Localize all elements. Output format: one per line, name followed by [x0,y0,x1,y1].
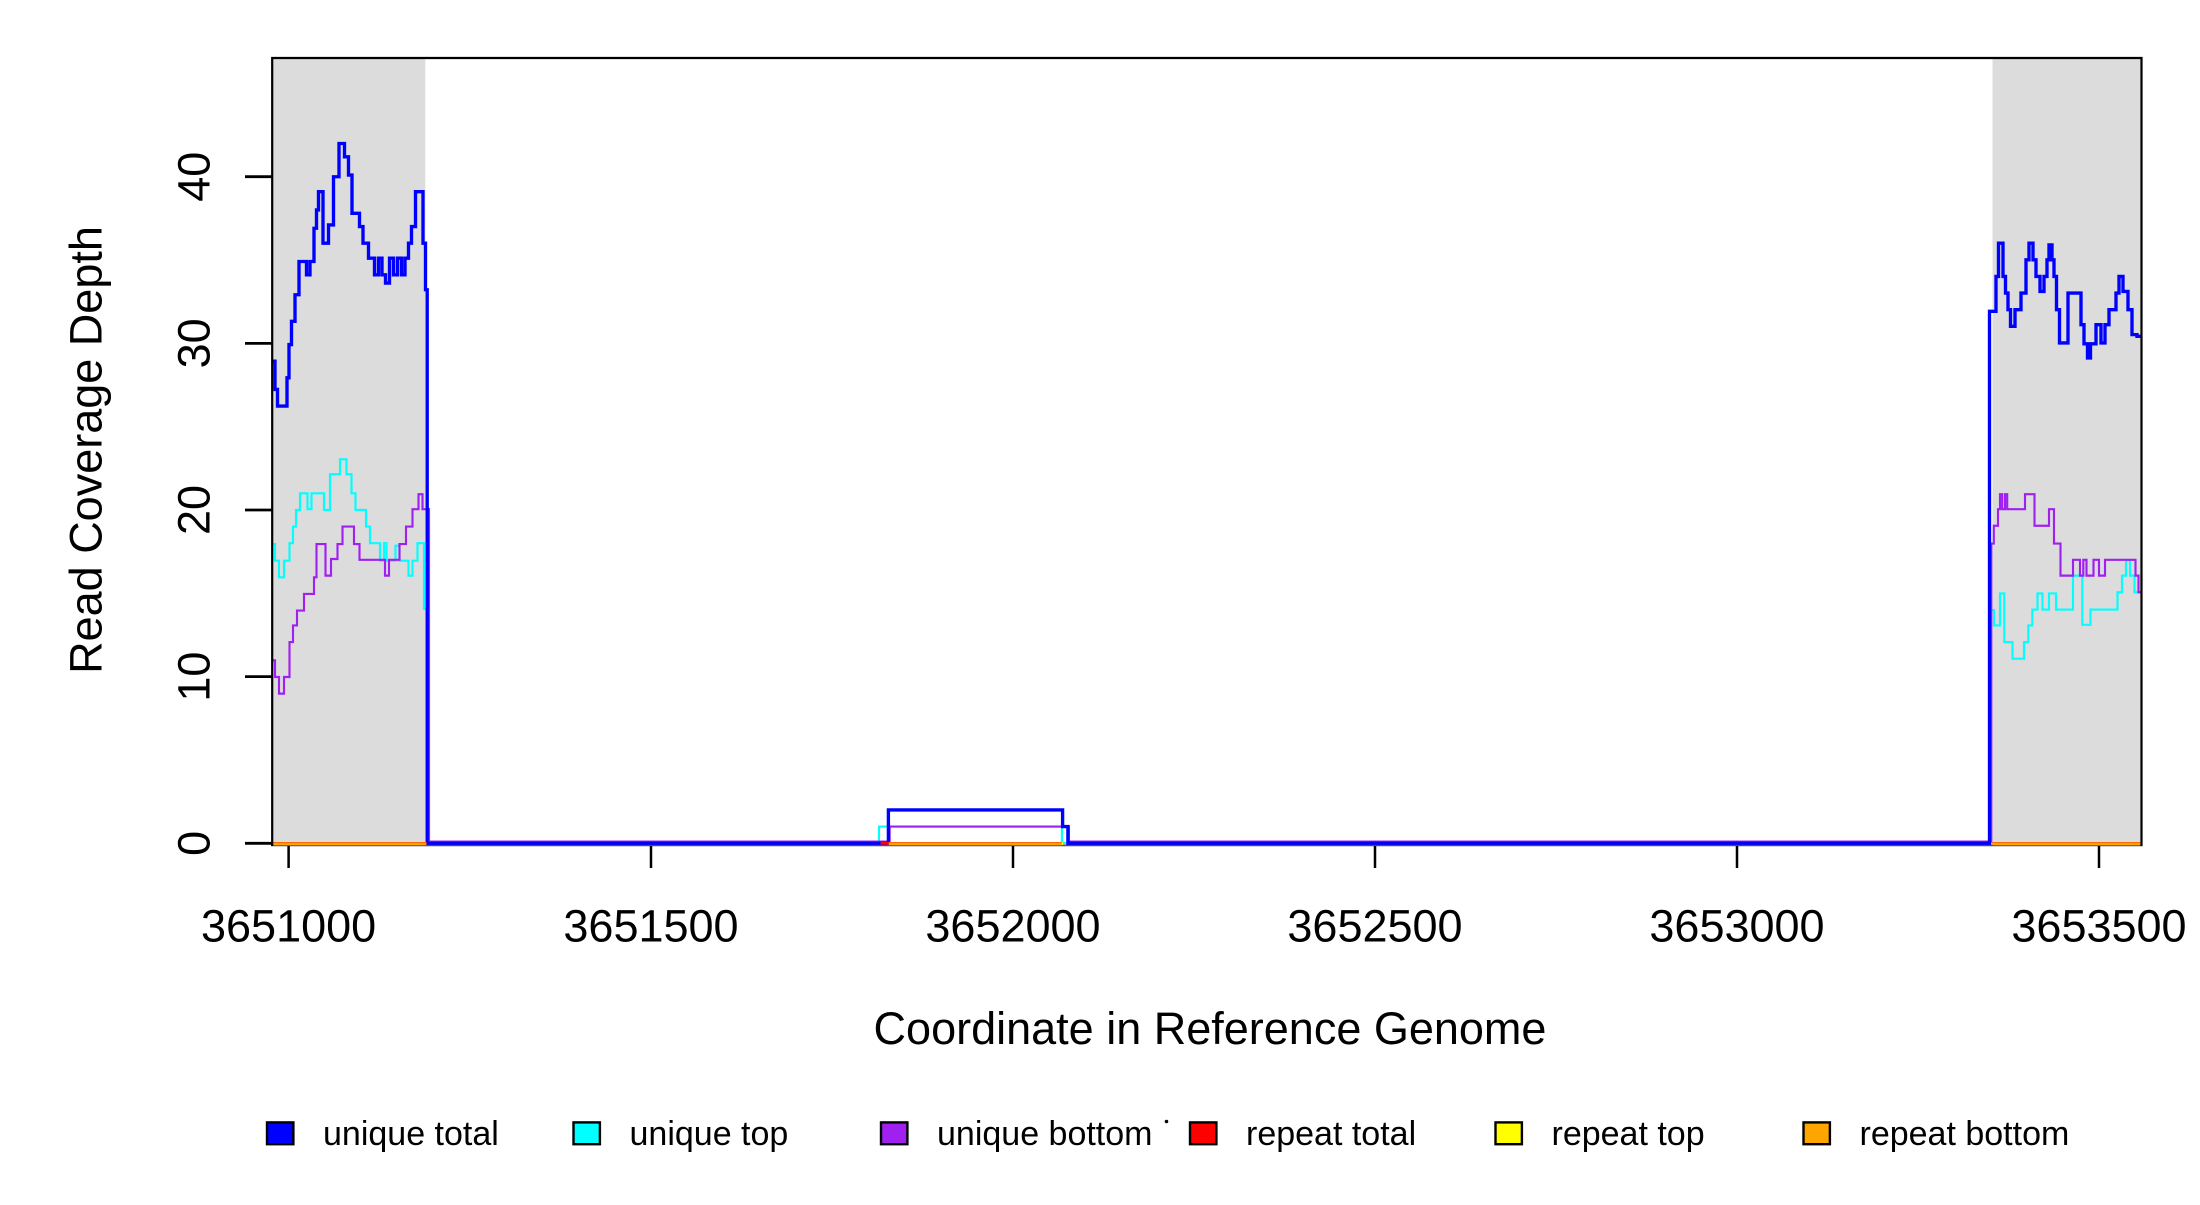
svg-text:3652500: 3652500 [1287,901,1462,952]
svg-text:repeat bottom: repeat bottom [1860,1115,2070,1153]
svg-text:unique top: unique top [630,1115,789,1153]
svg-text:3651500: 3651500 [563,901,738,952]
svg-text:30: 30 [169,318,220,368]
svg-text:repeat top: repeat top [1552,1115,1705,1153]
svg-text:unique bottom: unique bottom [937,1115,1153,1153]
svg-text:Read Coverage Depth: Read Coverage Depth [61,226,112,674]
svg-text:3653500: 3653500 [2011,901,2186,952]
svg-text:10: 10 [169,652,220,702]
svg-text:Coordinate in Reference Genome: Coordinate in Reference Genome [874,1003,1547,1054]
svg-text:20: 20 [169,485,220,535]
svg-text:3653000: 3653000 [1649,901,1824,952]
svg-text:repeat total: repeat total [1246,1115,1416,1153]
svg-text:unique total: unique total [323,1115,499,1153]
svg-text:40: 40 [169,152,220,202]
svg-text:0: 0 [169,831,220,856]
svg-text:3652000: 3652000 [925,901,1100,952]
svg-text:3651000: 3651000 [201,901,376,952]
